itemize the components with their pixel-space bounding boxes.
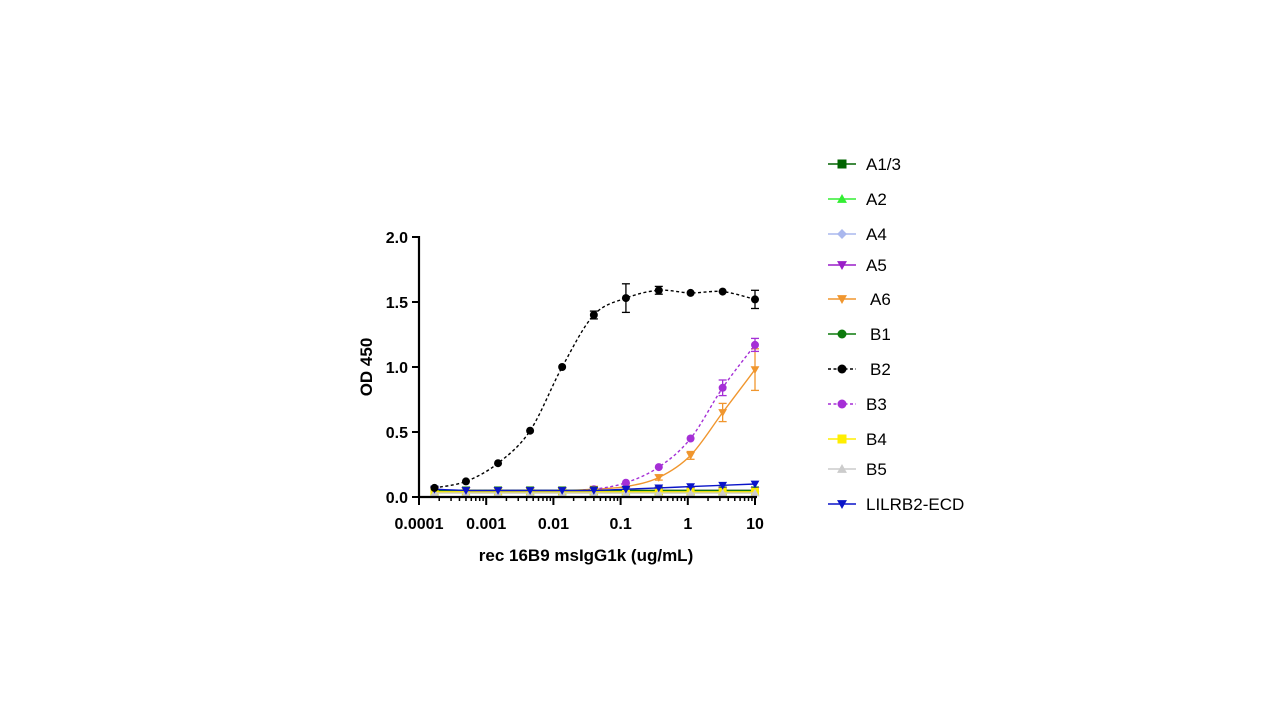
- legend-label: B1: [870, 325, 891, 344]
- legend-marker: [837, 464, 847, 473]
- legend-label: A1/3: [866, 155, 901, 174]
- data-point: [525, 487, 535, 495]
- y-tick-label: 0.5: [386, 425, 408, 442]
- x-tick-label: 0.001: [466, 516, 506, 533]
- legend-label: A6: [870, 290, 891, 309]
- legend-label: B5: [866, 460, 887, 479]
- legend-label: B4: [866, 430, 887, 449]
- data-point: [654, 474, 664, 482]
- legend-item-b3: B3: [828, 395, 887, 414]
- legend: A1/3 A2 A4 A5 A6 B1 B2 B3 B4 B5 LILRB2-ECD: [828, 155, 964, 514]
- data-point: [589, 311, 598, 319]
- legend-label: LILRB2-ECD: [866, 495, 964, 514]
- data-point: [589, 487, 599, 495]
- x-tick-label: 0.01: [538, 516, 569, 533]
- data-point: [557, 487, 567, 495]
- data-point: [718, 409, 728, 417]
- legend-item-b2: B2: [828, 360, 891, 379]
- legend-marker: [837, 159, 847, 169]
- legend-item-b4: B4: [828, 430, 887, 449]
- data-point: [654, 484, 664, 493]
- data-point: [686, 288, 695, 297]
- data-point: [718, 488, 728, 497]
- y-tick-label: 1.0: [386, 360, 408, 377]
- data-point: [654, 488, 664, 497]
- legend-label: B3: [866, 395, 887, 414]
- data-point: [751, 340, 759, 349]
- legend-marker: [837, 229, 847, 239]
- x-axis-title: rec 16B9 msIgG1k (ug/mL): [479, 546, 693, 565]
- data-point: [718, 481, 728, 490]
- series-line: [434, 344, 756, 492]
- legend-label: B2: [870, 360, 891, 379]
- series-b3: [430, 337, 759, 495]
- series-line: [434, 369, 756, 492]
- data-point: [654, 286, 663, 295]
- legend-marker: [837, 261, 847, 270]
- data-point: [686, 434, 695, 443]
- data-point: [621, 294, 630, 303]
- data-point: [718, 287, 727, 296]
- axes: 0.0 0.5 1.0 1.5 2.0 0.0001 0.001 0.01 0.1 1 10: [386, 230, 764, 533]
- legend-item-a5: A5: [828, 256, 887, 275]
- data-point: [686, 488, 695, 497]
- data-point: [526, 426, 535, 435]
- legend-item-b1: B1: [828, 325, 891, 344]
- legend-item-a1-3: A1/3: [828, 155, 901, 174]
- x-tick-label: 10: [746, 516, 764, 533]
- data-point: [750, 488, 760, 497]
- legend-marker: [837, 500, 847, 509]
- data-point: [751, 295, 759, 304]
- data-point: [493, 487, 503, 495]
- data-point: [461, 477, 470, 486]
- legend-item-a4: A4: [828, 225, 887, 244]
- data-point: [654, 463, 663, 472]
- legend-label: A2: [866, 190, 887, 209]
- data-point: [621, 485, 631, 494]
- data-point: [494, 459, 503, 468]
- data-point: [621, 478, 630, 487]
- data-point: [461, 487, 471, 495]
- legend-marker: [837, 434, 847, 444]
- y-axis-title: OD 450: [357, 338, 376, 397]
- data-point: [718, 383, 727, 392]
- legend-marker: [837, 364, 847, 374]
- legend-marker: [837, 329, 847, 339]
- series-line: [434, 289, 756, 489]
- legend-marker: [837, 295, 847, 304]
- data-point: [558, 363, 567, 371]
- data-point: [750, 480, 760, 489]
- legend-item-lilrb2-ecd: LILRB2-ECD: [828, 495, 964, 514]
- legend-item-a2: A2: [828, 190, 887, 209]
- data-point: [686, 452, 695, 460]
- series-b2: [430, 283, 759, 492]
- y-tick-label: 1.5: [386, 295, 408, 312]
- y-tick-label: 0.0: [386, 490, 408, 507]
- legend-label: A4: [866, 225, 887, 244]
- data-point: [750, 366, 760, 374]
- legend-marker: [837, 399, 847, 409]
- data-point: [686, 483, 695, 491]
- x-tick-label: 1: [683, 516, 692, 533]
- series-a6: [430, 348, 760, 495]
- x-tick-label: 0.1: [609, 516, 631, 533]
- y-tick-label: 2.0: [386, 230, 408, 247]
- plot-area: [430, 283, 760, 497]
- legend-item-b5: B5: [828, 460, 887, 479]
- x-tick-label: 0.0001: [395, 516, 444, 533]
- legend-label: A5: [866, 256, 887, 275]
- legend-marker: [837, 194, 847, 203]
- legend-item-a6: A6: [828, 290, 891, 309]
- data-point: [430, 483, 439, 492]
